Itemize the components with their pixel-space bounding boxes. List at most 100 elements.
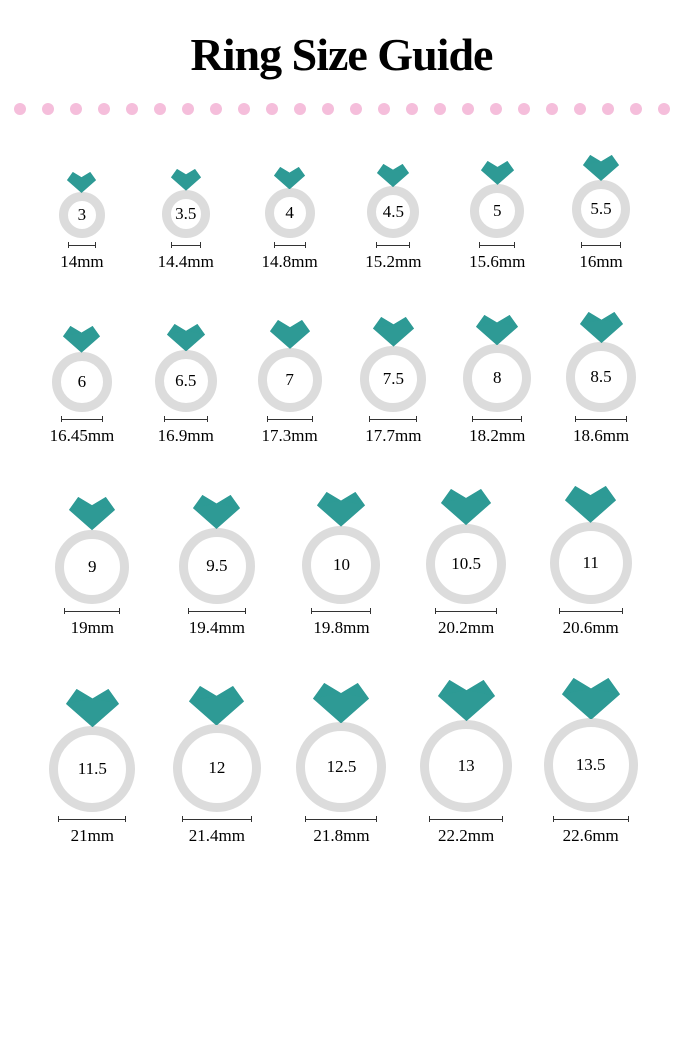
measure-bracket [305, 816, 377, 822]
ring-grid: 314mm 3.514.4mm 414.8mm 4.515.2mm 515.6m… [0, 155, 683, 846]
measurement: 21.4mm [182, 816, 252, 846]
mm-label: 14.8mm [261, 252, 317, 272]
ring-size-label: 13.5 [576, 755, 606, 775]
ring-band: 3.5 [162, 190, 210, 238]
gem-icon [565, 486, 616, 523]
gem-icon [580, 312, 623, 343]
measurement: 21mm [58, 816, 126, 846]
gem-icon [481, 161, 514, 190]
gem-icon [476, 315, 518, 345]
mm-label: 21.4mm [189, 826, 245, 846]
gem-icon [441, 489, 491, 525]
gem-icon [438, 680, 495, 726]
ring-size-label: 10 [333, 555, 350, 575]
dot [602, 103, 614, 115]
measurement: 19.4mm [188, 608, 246, 638]
ring-graphic: 9 [55, 497, 129, 603]
ring-cell: 10.520.2mm [404, 489, 529, 638]
dot [322, 103, 334, 115]
gem-icon [441, 489, 491, 530]
dot [98, 103, 110, 115]
ring-band: 12.5 [296, 722, 386, 812]
ring-row: 616.45mm 6.516.9mm 717.3mm 7.517.7mm 818… [30, 312, 653, 446]
ring-graphic: 8.5 [566, 312, 636, 412]
gem-icon [317, 492, 365, 532]
ring-cell: 10 19.8mm [279, 492, 404, 638]
ring-band: 13 [420, 720, 512, 812]
gem-icon [189, 686, 244, 726]
ring-size-label: 10.5 [451, 554, 481, 574]
gem-icon [562, 678, 620, 720]
ring-graphic: 10 [302, 492, 380, 604]
gem-icon [66, 689, 119, 732]
dot [546, 103, 558, 115]
gem-icon [69, 497, 115, 535]
ring-graphic: 7 [258, 320, 322, 412]
ring-size-label: 4.5 [383, 202, 404, 222]
dot [154, 103, 166, 115]
dot [182, 103, 194, 115]
ring-band: 12 [173, 724, 261, 812]
ring-size-label: 8.5 [590, 367, 611, 387]
gem-icon [270, 320, 310, 354]
gem-icon [167, 324, 205, 356]
mm-label: 16.45mm [50, 426, 115, 446]
dot [462, 103, 474, 115]
ring-size-label: 3.5 [175, 204, 196, 224]
ring-cell: 5.516mm [549, 155, 653, 272]
gem-icon [317, 492, 365, 527]
measurement: 17.3mm [261, 416, 317, 446]
ring-size-label: 13 [458, 756, 475, 776]
page-title: Ring Size Guide [0, 28, 683, 81]
mm-label: 15.6mm [469, 252, 525, 272]
mm-label: 22.6mm [563, 826, 619, 846]
ring-cell: 11 20.6mm [528, 486, 653, 638]
gem-icon [193, 495, 240, 529]
measure-bracket [267, 416, 313, 422]
ring-graphic: 5.5 [572, 155, 630, 238]
measure-bracket [472, 416, 522, 422]
dot [210, 103, 222, 115]
measurement: 14mm [60, 242, 103, 272]
ring-graphic: 12.5 [296, 683, 386, 812]
ring-size-label: 6.5 [175, 371, 196, 391]
mm-label: 20.6mm [563, 618, 619, 638]
dot-divider [0, 103, 683, 115]
ring-graphic: 3 [59, 172, 105, 238]
gem-icon [313, 683, 369, 723]
measurement: 18.2mm [469, 416, 525, 446]
gem-icon [274, 167, 305, 194]
ring-cell: 11.5 21mm [30, 689, 155, 846]
ring-band: 6.5 [155, 350, 217, 412]
ring-band: 11 [550, 522, 632, 604]
measurement: 22.2mm [429, 816, 503, 846]
mm-label: 15.2mm [365, 252, 421, 272]
gem-icon [377, 164, 409, 187]
ring-cell: 616.45mm [30, 326, 134, 446]
ring-cell: 8.518.6mm [549, 312, 653, 446]
mm-label: 21mm [71, 826, 114, 846]
gem-icon [313, 683, 369, 728]
ring-cell: 12 21.4mm [155, 686, 280, 847]
dot [518, 103, 530, 115]
measure-bracket [68, 242, 96, 248]
ring-graphic: 4 [265, 167, 315, 238]
gem-icon [171, 169, 201, 191]
dot [70, 103, 82, 115]
ring-size-label: 5.5 [590, 199, 611, 219]
measurement: 19.8mm [311, 608, 371, 638]
measurement: 14.8mm [261, 242, 317, 272]
measure-bracket [58, 816, 126, 822]
ring-graphic: 8 [463, 315, 531, 412]
measure-bracket [164, 416, 208, 422]
gem-icon [583, 155, 619, 186]
dot [126, 103, 138, 115]
ring-size-label: 4 [285, 203, 294, 223]
mm-label: 17.3mm [261, 426, 317, 446]
measurement: 16.45mm [50, 416, 115, 446]
ring-size-label: 11.5 [78, 759, 107, 779]
ring-cell: 8 18.2mm [445, 315, 549, 446]
dot [266, 103, 278, 115]
dot [490, 103, 502, 115]
measurement: 19mm [64, 608, 120, 638]
